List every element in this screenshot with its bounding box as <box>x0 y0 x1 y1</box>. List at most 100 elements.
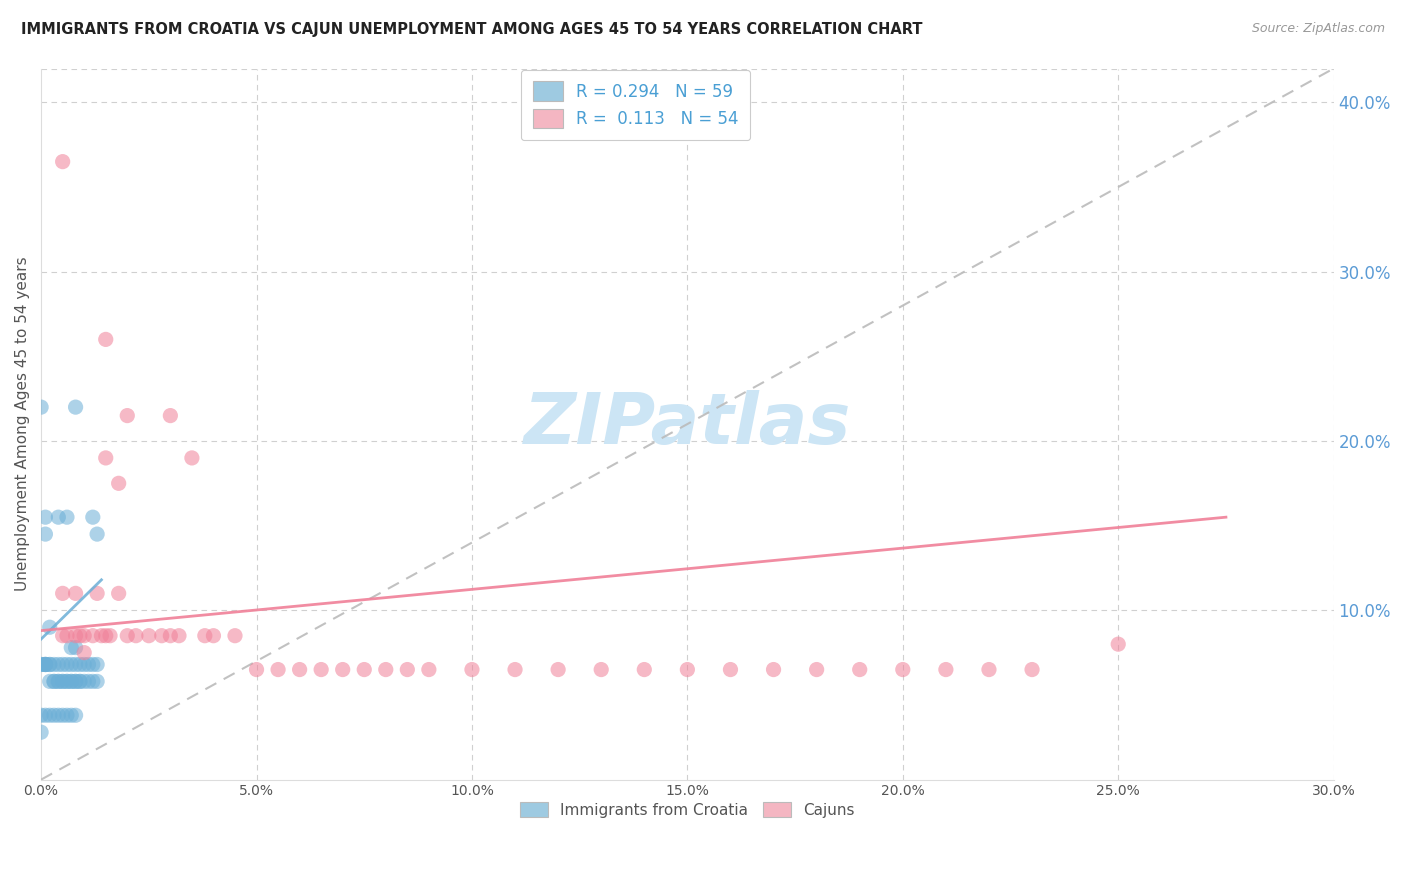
Point <box>418 663 440 677</box>
Point <box>52 629 75 643</box>
Point <box>82 510 104 524</box>
Point <box>107 476 129 491</box>
Point <box>34 657 56 672</box>
Point <box>73 674 96 689</box>
Point <box>353 663 375 677</box>
Point <box>65 629 87 643</box>
Point <box>56 629 79 643</box>
Point <box>69 674 91 689</box>
Point <box>94 333 117 347</box>
Point <box>65 400 87 414</box>
Point <box>46 708 69 723</box>
Point <box>267 663 290 677</box>
Text: Source: ZipAtlas.com: Source: ZipAtlas.com <box>1251 22 1385 36</box>
Point <box>46 674 69 689</box>
Point <box>159 409 181 423</box>
Point <box>194 629 217 643</box>
Point <box>82 674 104 689</box>
Point <box>52 674 75 689</box>
Point <box>1021 663 1043 677</box>
Point <box>52 657 75 672</box>
Point <box>98 629 121 643</box>
Point <box>86 657 108 672</box>
Point <box>42 674 65 689</box>
Point <box>86 586 108 600</box>
Point <box>60 640 83 655</box>
Point <box>77 674 100 689</box>
Point <box>38 674 60 689</box>
Point <box>56 657 79 672</box>
Point <box>180 450 202 465</box>
Point <box>288 663 311 677</box>
Point <box>309 663 332 677</box>
Point <box>65 708 87 723</box>
Point <box>65 586 87 600</box>
Point <box>117 629 139 643</box>
Point <box>52 586 75 600</box>
Point <box>56 674 79 689</box>
Point <box>167 629 190 643</box>
Point <box>60 708 83 723</box>
Point <box>34 657 56 672</box>
Point <box>1107 637 1129 651</box>
Point <box>503 663 526 677</box>
Legend: Immigrants from Croatia, Cajuns: Immigrants from Croatia, Cajuns <box>513 794 862 825</box>
Point <box>65 640 87 655</box>
Point <box>82 629 104 643</box>
Point <box>52 708 75 723</box>
Point <box>224 629 246 643</box>
Point <box>30 657 52 672</box>
Point <box>60 657 83 672</box>
Point <box>806 663 828 677</box>
Point <box>633 663 655 677</box>
Point <box>34 510 56 524</box>
Point <box>159 629 181 643</box>
Point <box>77 657 100 672</box>
Point <box>42 657 65 672</box>
Point <box>46 510 69 524</box>
Point <box>245 663 267 677</box>
Point <box>396 663 419 677</box>
Point <box>117 409 139 423</box>
Point <box>461 663 484 677</box>
Point <box>38 708 60 723</box>
Point <box>34 657 56 672</box>
Point <box>42 674 65 689</box>
Point <box>56 674 79 689</box>
Point <box>374 663 396 677</box>
Point <box>762 663 785 677</box>
Point <box>125 629 148 643</box>
Point <box>676 663 699 677</box>
Point <box>138 629 160 643</box>
Point <box>46 657 69 672</box>
Point <box>86 527 108 541</box>
Point <box>69 629 91 643</box>
Point <box>720 663 742 677</box>
Point <box>38 620 60 634</box>
Point <box>977 663 1000 677</box>
Point <box>46 674 69 689</box>
Point <box>65 657 87 672</box>
Point <box>56 708 79 723</box>
Point <box>94 450 117 465</box>
Point <box>86 674 108 689</box>
Point <box>90 629 112 643</box>
Point <box>891 663 914 677</box>
Point <box>38 657 60 672</box>
Point <box>94 629 117 643</box>
Point <box>65 674 87 689</box>
Point <box>56 510 79 524</box>
Point <box>42 708 65 723</box>
Point <box>52 674 75 689</box>
Point <box>107 586 129 600</box>
Point <box>65 674 87 689</box>
Point <box>332 663 354 677</box>
Point <box>30 657 52 672</box>
Point <box>202 629 225 643</box>
Point <box>38 657 60 672</box>
Point <box>150 629 173 643</box>
Point <box>935 663 957 677</box>
Point <box>30 400 52 414</box>
Y-axis label: Unemployment Among Ages 45 to 54 years: Unemployment Among Ages 45 to 54 years <box>15 257 30 591</box>
Point <box>34 657 56 672</box>
